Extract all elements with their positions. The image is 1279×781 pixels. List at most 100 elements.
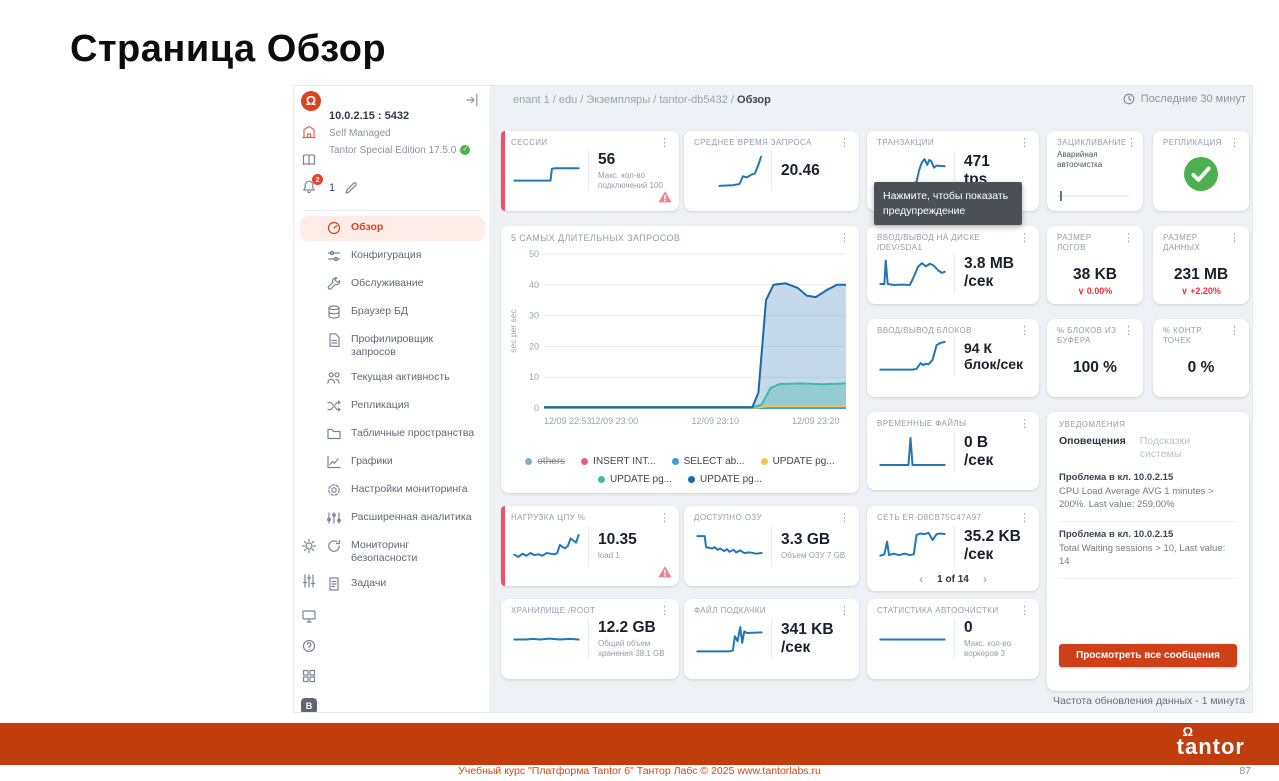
metric-unit: /сек [781, 639, 834, 657]
analytics-icon [326, 510, 342, 526]
monitor-icon[interactable] [301, 608, 317, 624]
card-title: % БЛОКОВ ИЗ БУФЕРА [1057, 326, 1121, 346]
notifications-card: УВЕДОМЛЕНИЯ Оповещения Подсказки системы… [1047, 412, 1249, 691]
sidebar-item-database[interactable]: Браузер БД [300, 300, 485, 325]
settings-icon [326, 482, 342, 498]
kebab-menu-icon[interactable]: ⋮ [837, 138, 852, 148]
kebab-menu-icon[interactable]: ⋮ [657, 138, 672, 148]
replication-card: РЕПЛИКАЦИЯ⋮ [1153, 131, 1249, 211]
card-title: СЕССИИ [511, 138, 548, 148]
main-chart: 01020304050sec per sec12/09 22:5312/09 2… [506, 246, 854, 432]
kebab-menu-icon[interactable]: ⋮ [837, 513, 852, 523]
metric-value: 3.8 MB [964, 255, 1014, 273]
sidebar-item-tablespaces[interactable]: Табличные пространства [300, 422, 485, 447]
kebab-menu-icon[interactable]: ⋮ [837, 606, 852, 616]
tab-alerts[interactable]: Оповещения [1059, 435, 1126, 448]
sidebar-item-tasks[interactable]: Задачи [300, 572, 485, 597]
sparkline-chart [696, 526, 772, 566]
sidebar-item-replication[interactable]: Репликация [300, 394, 485, 419]
bell-icon[interactable]: 2 [301, 179, 317, 195]
docs-icon[interactable] [301, 152, 317, 168]
legend-dot [581, 458, 588, 465]
sidebar-item-security[interactable]: Мониторинг безопасности [300, 534, 485, 569]
legend-item[interactable]: SELECT ab... [672, 456, 745, 467]
sidebar-item-config[interactable]: Конфигурация [300, 244, 485, 269]
metric-value: 0 B [964, 434, 993, 452]
kebab-menu-icon[interactable]: ⋮ [837, 233, 852, 243]
card-title: ТРАНЗАКЦИИ [877, 138, 934, 148]
chart-legend: others INSERT INT... SELECT ab... UPDATE pg… [501, 456, 859, 485]
tab-system-hints[interactable]: Подсказки системы [1140, 435, 1210, 461]
legend-item[interactable]: UPDATE pg... [598, 474, 672, 485]
pencil-icon[interactable] [343, 180, 359, 196]
sparkline-chart [513, 526, 589, 566]
time-range-selector[interactable]: Последние 30 минут [1122, 92, 1246, 106]
notification-item[interactable]: Проблема в кл. 10.0.2.15CPU Load Average… [1059, 465, 1237, 522]
legend-item[interactable]: INSERT INT... [581, 456, 655, 467]
card-title: ДОСТУПНО ОЗУ [694, 513, 762, 523]
warning-icon[interactable] [657, 189, 673, 205]
pager-prev-icon[interactable]: ‹ [919, 572, 923, 586]
sidebar-item-settings[interactable]: Настройки мониторинга [300, 478, 485, 503]
svg-text:10: 10 [529, 372, 539, 382]
kebab-menu-icon[interactable]: ⋮ [1227, 326, 1242, 336]
longest-queries-chart-card: 5 САМЫХ ДЛИТЕЛЬНЫХ ЗАПРОСОВ ⋮ 01020304050… [501, 226, 859, 493]
breadcrumb-prefix[interactable]: enant 1 / edu / Экземпляры / tantor-db54… [513, 94, 734, 106]
sidebar-item-charts[interactable]: Графики [300, 450, 485, 475]
wraparound-label: Аварийная автоочистка [1047, 148, 1143, 171]
kebab-menu-icon[interactable]: ⋮ [1017, 326, 1032, 336]
time-range-label: Последние 30 минут [1141, 93, 1246, 105]
agents-count: 1 [329, 182, 335, 194]
sidebar-collapse-icon[interactable] [464, 92, 480, 108]
view-all-messages-button[interactable]: Просмотреть все сообщения [1059, 644, 1237, 667]
instance-icon[interactable] [301, 124, 317, 140]
kebab-menu-icon[interactable]: ⋮ [1017, 138, 1032, 148]
svg-text:30: 30 [529, 311, 539, 321]
sidebar-item-label: Обслуживание [351, 277, 424, 290]
warning-icon[interactable] [657, 564, 673, 580]
autovacuum-card: СТАТИСТИКА АВТООЧИСТКИ⋮ 0 Макс. кол-во в… [867, 599, 1039, 679]
sidebar-item-analytics[interactable]: Расширенная аналитика [300, 506, 485, 531]
logo-mark-icon: Ω [1183, 724, 1193, 739]
kebab-menu-icon[interactable]: ⋮ [657, 606, 672, 616]
metric-value: 0 % [1188, 359, 1215, 377]
kebab-menu-icon[interactable]: ⋮ [1227, 138, 1242, 148]
storage-card: ХРАНИЛИЩЕ /ROOT⋮ 12.2 GB Общий объем хра… [501, 599, 679, 679]
metric-unit: /сек [964, 452, 993, 470]
card-title: % КОНТР. ТОЧЕК [1163, 326, 1227, 346]
notification-item[interactable]: Проблема в кл. 10.0.2.15Total Waiting se… [1059, 522, 1237, 579]
sidebar-item-label: Профилировщик запросов [351, 333, 477, 358]
legend-item[interactable]: others [525, 456, 565, 467]
card-title: ЗАЦИКЛИВАНИЕ [1057, 138, 1124, 148]
sidebar-item-maintenance[interactable]: Обслуживание [300, 272, 485, 297]
sidebar-item-label: Мониторинг безопасности [351, 539, 477, 564]
pager-next-icon[interactable]: › [983, 572, 987, 586]
slide: Страница Обзор Ω 2 B 10.0.2.1 [0, 0, 1279, 781]
chart-title: 5 САМЫХ ДЛИТЕЛЬНЫХ ЗАПРОСОВ [511, 233, 680, 244]
legend-label: SELECT ab... [684, 456, 745, 467]
tantor-logo-icon[interactable]: Ω [301, 91, 321, 111]
kebab-menu-icon[interactable]: ⋮ [1121, 326, 1136, 336]
version-badge[interactable]: B [301, 698, 317, 713]
disk-io-card: ВВОД/ВЫВОД НА ДИСКЕ /DEV/SDA1⋮ 3.8 MB/се… [867, 226, 1039, 304]
legend-item[interactable]: UPDATE pg... [761, 456, 835, 467]
breadcrumb[interactable]: enant 1 / edu / Экземпляры / tantor-db54… [513, 94, 771, 106]
legend-item[interactable]: UPDATE pg... [688, 474, 762, 485]
apps-icon[interactable] [301, 668, 317, 684]
notifications-title: УВЕДОМЛЕНИЯ [1047, 412, 1249, 429]
kebab-menu-icon[interactable]: ⋮ [1124, 138, 1139, 148]
kebab-menu-icon[interactable]: ⋮ [1017, 233, 1032, 243]
kebab-menu-icon[interactable]: ⋮ [1121, 233, 1136, 243]
card-title: НАГРУЗКА ЦПУ % [511, 513, 585, 523]
kebab-menu-icon[interactable]: ⋮ [1227, 233, 1242, 243]
sidebar-item-profiler[interactable]: Профилировщик запросов [300, 328, 485, 363]
help-icon[interactable] [301, 638, 317, 654]
kebab-menu-icon[interactable]: ⋮ [1017, 419, 1032, 429]
tantor-brand-logo: Ω tantor [1177, 727, 1245, 767]
sidebar-item-activity[interactable]: Текущая активность [300, 366, 485, 391]
metric-value: 471 [964, 153, 990, 171]
sidebar-item-overview[interactable]: Обзор [300, 216, 485, 241]
kebab-menu-icon[interactable]: ⋮ [1017, 513, 1032, 523]
kebab-menu-icon[interactable]: ⋮ [1017, 606, 1032, 616]
kebab-menu-icon[interactable]: ⋮ [657, 513, 672, 523]
